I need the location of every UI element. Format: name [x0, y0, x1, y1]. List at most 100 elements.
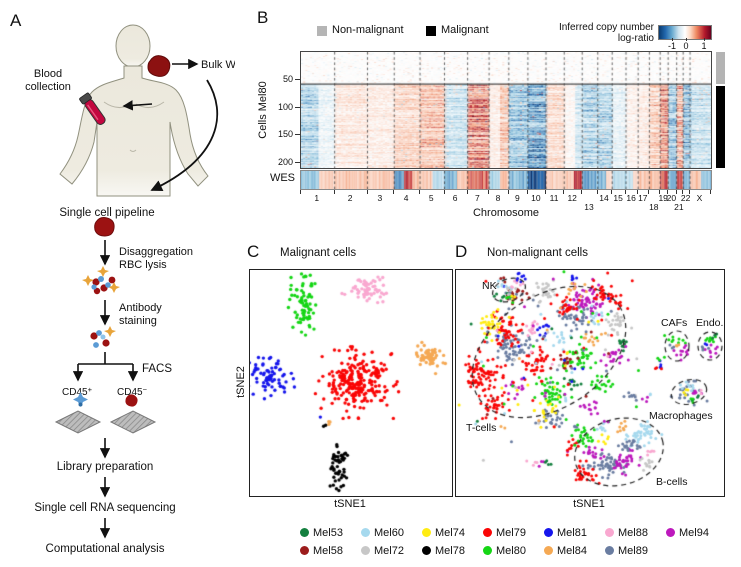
- disaggregation-label: Disaggregation: [119, 246, 193, 258]
- legend-item-mel81: Mel81: [544, 527, 587, 541]
- cell-population-label: B-cells: [656, 476, 688, 488]
- legend-item-label: Mel80: [496, 545, 526, 557]
- legend-color-dot: [483, 546, 492, 555]
- cells-axis-tick: [295, 162, 300, 163]
- panel-c-tsne1-axis-label: tSNE1: [334, 498, 366, 510]
- cells-axis-tick: [295, 134, 300, 135]
- legend-item-label: Mel53: [313, 527, 343, 539]
- legend-item-label: Mel60: [374, 527, 404, 539]
- chromosome-label: 6: [452, 193, 458, 203]
- chromosome-label: 13: [584, 202, 594, 212]
- colorbar: [658, 25, 712, 40]
- legend-item-mel72: Mel72: [361, 545, 404, 559]
- chromosome-boundary-tick: [625, 190, 626, 194]
- chromosome-boundary-tick: [682, 190, 684, 194]
- chromosome-label: 2: [347, 193, 353, 203]
- tumor-icon: [147, 55, 171, 77]
- tumor-sample-icon: [94, 217, 115, 237]
- legend-color-dot: [361, 546, 370, 555]
- chromosome-label: 12: [567, 193, 577, 203]
- legend-item-label: Mel88: [618, 527, 648, 539]
- chromosome-boundary-tick: [637, 190, 639, 194]
- chromosome-boundary-tick: [419, 190, 421, 194]
- chromosome-boundary-tick: [581, 190, 583, 194]
- legend-item-mel58: Mel58: [300, 545, 343, 559]
- chromosome-label: 18: [649, 202, 659, 212]
- colorbar-tick-label: 1: [701, 41, 707, 51]
- cell-population-label: CAFs: [661, 317, 688, 329]
- plate-right-icon: [109, 410, 157, 434]
- chromosome-boundary-tick: [366, 190, 368, 194]
- panel-d-plot: NK T-cells CAFs Endo. Macrophages B-cells: [455, 269, 725, 497]
- chromosome-label: 5: [428, 193, 434, 203]
- cd45-pos-cell-icon: [73, 392, 88, 407]
- blood-tube-icon: [79, 92, 106, 125]
- chromosome-boundary-tick: [526, 190, 528, 194]
- legend-color-dot: [544, 528, 553, 537]
- colorbar-title: Inferred copy number log-ratio: [558, 22, 654, 44]
- legend-color-dot: [361, 528, 370, 537]
- cell-type-sidebar-malignant: [716, 86, 725, 168]
- legend-item-label: Mel89: [618, 545, 648, 557]
- chromosome-boundary-tick: [545, 190, 546, 194]
- colorbar-tick-mark: [686, 38, 687, 41]
- cnv-heatmap-canvas: [301, 52, 711, 168]
- cells-axis-tick-label: 100: [277, 102, 293, 112]
- legend-item-mel53: Mel53: [300, 527, 343, 541]
- chromosome-label: 21: [674, 202, 684, 212]
- panel-b-letter: B: [257, 8, 269, 27]
- legend-item-mel78: Mel78: [422, 545, 465, 559]
- chromosome-label: 7: [475, 193, 480, 203]
- colorbar-tick-mark: [672, 38, 673, 41]
- chromosome-boundary-tick: [333, 190, 335, 194]
- tsne2-axis-label: tSNE2: [235, 366, 247, 398]
- facs-label: FACS: [142, 363, 172, 375]
- cd45-neg-cell-icon: [125, 394, 138, 407]
- legend-item-label: Mel94: [679, 527, 709, 539]
- legend-item-label: Mel81: [557, 527, 587, 539]
- cell-population-label: Endo.: [696, 317, 724, 329]
- panel-a: A Blood collection Bulk WES Single cell …: [10, 11, 235, 555]
- legend-item-mel94: Mel94: [666, 527, 709, 541]
- library-preparation-label: Library preparation: [57, 461, 154, 473]
- wes-row-frame: [300, 170, 712, 190]
- panel-d-letter: D: [455, 242, 468, 261]
- legend-item-mel74: Mel74: [422, 527, 465, 541]
- colorbar-tick-mark: [704, 38, 705, 41]
- rbc-lysis-label: RBC lysis: [119, 259, 167, 271]
- chromosome-label: 8: [495, 193, 501, 203]
- chromosome-label: 11: [549, 193, 559, 203]
- dissociated-cells-icon: [82, 266, 120, 295]
- cells-axis-tick-label: 200: [277, 157, 293, 167]
- chromosome-boundary-tick: [488, 190, 490, 194]
- chromosome-label: X: [696, 193, 703, 203]
- cells-axis-tick-label: 150: [277, 129, 293, 139]
- chromosome-axis-label: Chromosome: [472, 207, 540, 219]
- legend-color-dot: [422, 546, 431, 555]
- legend-item-label: Mel58: [313, 545, 343, 557]
- blood-collection-label2: collection: [25, 81, 71, 93]
- malignant-tsne-canvas: [250, 270, 452, 496]
- chromosome-label: 15: [613, 193, 623, 203]
- chromosome-boundary-tick: [689, 190, 691, 194]
- cells-axis-tick: [295, 107, 300, 108]
- chromosome-boundary-tick: [648, 190, 650, 194]
- legend-item-label: Mel78: [435, 545, 465, 557]
- staining-label: staining: [119, 315, 157, 327]
- chromosome-boundary-tick: [300, 190, 301, 194]
- cell-population-label: Macrophages: [649, 410, 713, 422]
- panel-d-title: Non-malignant cells: [487, 247, 588, 259]
- chromosome-label: 4: [403, 193, 409, 203]
- stained-cells-icon: [90, 326, 116, 348]
- malignant-legend-swatch: [426, 26, 436, 36]
- legend-item-mel60: Mel60: [361, 527, 404, 541]
- facs-branch-lines: [78, 352, 133, 365]
- chromosome-label: 10: [531, 193, 541, 203]
- antibody-label: Antibody: [119, 302, 162, 314]
- cells-axis-tick: [295, 79, 300, 80]
- panel-c-letter: C: [247, 242, 260, 261]
- chromosome-label: 3: [377, 193, 383, 203]
- chromosome-boundary-tick: [675, 190, 677, 194]
- legend-color-dot: [422, 528, 431, 537]
